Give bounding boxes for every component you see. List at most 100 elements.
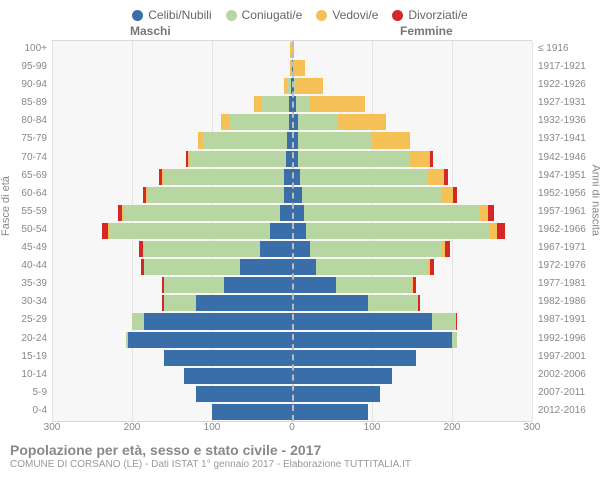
bar-segment <box>304 205 480 221</box>
birth-year-label: 1932-1936 <box>535 112 599 130</box>
female-bar <box>292 60 532 76</box>
birth-year-label: 2012-2016 <box>535 402 599 420</box>
male-bar <box>52 404 292 420</box>
female-bar <box>292 169 532 185</box>
female-bar <box>292 42 532 58</box>
birth-year-label: 2002-2006 <box>535 366 599 384</box>
bar-segment <box>338 114 386 130</box>
bar-segment <box>144 259 240 275</box>
bar-segment <box>418 295 420 311</box>
age-label: 35-39 <box>0 275 50 293</box>
age-labels: 100+95-9990-9485-8980-8475-7970-7465-696… <box>0 40 50 420</box>
bar-segment <box>212 404 292 420</box>
bar-segment <box>292 313 432 329</box>
x-axis-labels: 3002001000100200300 <box>52 422 532 436</box>
male-bar <box>52 368 292 384</box>
age-label: 45-49 <box>0 239 50 257</box>
bar-segment <box>292 295 368 311</box>
female-bar <box>292 404 532 420</box>
bar-segment <box>410 151 430 167</box>
female-bar <box>292 350 532 366</box>
bar-segment <box>132 313 144 329</box>
age-label: 40-44 <box>0 257 50 275</box>
female-bar <box>292 259 532 275</box>
bar-segment <box>306 223 490 239</box>
female-bar <box>292 114 532 130</box>
birth-year-label: 1967-1971 <box>535 239 599 257</box>
bar-segment <box>164 277 224 293</box>
bar-segment <box>316 259 428 275</box>
male-bar <box>52 169 292 185</box>
bar-segment <box>260 241 292 257</box>
bar-segment <box>444 169 448 185</box>
legend-item: Divorziati/e <box>392 8 467 22</box>
male-bar <box>52 60 292 76</box>
bar-segment <box>292 259 316 275</box>
birth-year-label: ≤ 1916 <box>535 40 599 58</box>
male-bar <box>52 96 292 112</box>
bar-segment <box>298 151 410 167</box>
age-label: 75-79 <box>0 130 50 148</box>
female-bar <box>292 96 532 112</box>
female-bar <box>292 151 532 167</box>
bar-segment <box>442 187 453 203</box>
bar-segment <box>372 132 410 148</box>
x-tick-label: 200 <box>444 422 461 433</box>
x-tick-label: 200 <box>124 422 141 433</box>
age-label: 85-89 <box>0 94 50 112</box>
legend-label: Celibi/Nubili <box>148 8 211 22</box>
male-bar <box>52 350 292 366</box>
bar-segment <box>430 151 432 167</box>
legend-swatch <box>316 10 327 21</box>
female-bar <box>292 368 532 384</box>
bar-segment <box>261 96 289 112</box>
bar-segment <box>298 132 372 148</box>
chart-source: COMUNE DI CORSANO (LE) - Dati ISTAT 1° g… <box>10 459 590 470</box>
legend-swatch <box>226 10 237 21</box>
bar-segment <box>432 313 456 329</box>
center-line <box>292 41 294 421</box>
bar-segment <box>413 277 416 293</box>
bar-segment <box>292 241 310 257</box>
birth-year-label: 1972-1976 <box>535 257 599 275</box>
bar-segment <box>229 114 289 130</box>
birth-year-label: 1962-1966 <box>535 221 599 239</box>
age-label: 20-24 <box>0 330 50 348</box>
bar-segment <box>295 78 323 94</box>
x-tick-label: 300 <box>44 422 61 433</box>
birth-year-label: 1997-2001 <box>535 348 599 366</box>
gridline <box>532 41 533 421</box>
bar-segment <box>480 205 488 221</box>
bar-segment <box>292 386 380 402</box>
age-label: 60-64 <box>0 185 50 203</box>
header-female: Femmine <box>400 24 453 38</box>
bar-segment <box>280 205 292 221</box>
male-bar <box>52 114 292 130</box>
age-label: 95-99 <box>0 58 50 76</box>
bar-segment <box>144 241 260 257</box>
bar-segment <box>224 277 292 293</box>
female-bar <box>292 277 532 293</box>
column-headers: Maschi Femmine <box>0 24 600 40</box>
birth-year-label: 1922-1926 <box>535 76 599 94</box>
birth-year-label: 1992-1996 <box>535 330 599 348</box>
legend-label: Vedovi/e <box>332 8 378 22</box>
bar-segment <box>196 386 292 402</box>
age-label: 80-84 <box>0 112 50 130</box>
bar-segment <box>298 114 338 130</box>
age-label: 65-69 <box>0 167 50 185</box>
male-bar <box>52 78 292 94</box>
bar-segment <box>293 60 305 76</box>
birth-year-label: 1952-1956 <box>535 185 599 203</box>
bar-segment <box>148 187 284 203</box>
male-bar <box>52 332 292 348</box>
birth-year-label: 1942-1946 <box>535 149 599 167</box>
bar-segment <box>190 151 286 167</box>
bar-segment <box>196 295 292 311</box>
pyramid-chart: Fasce di età Anni di nascita 100+95-9990… <box>0 40 600 440</box>
footer: Popolazione per età, sesso e stato civil… <box>0 442 600 470</box>
female-bar <box>292 332 532 348</box>
bar-segment <box>292 350 416 366</box>
male-bar <box>52 277 292 293</box>
bar-segment <box>296 96 310 112</box>
